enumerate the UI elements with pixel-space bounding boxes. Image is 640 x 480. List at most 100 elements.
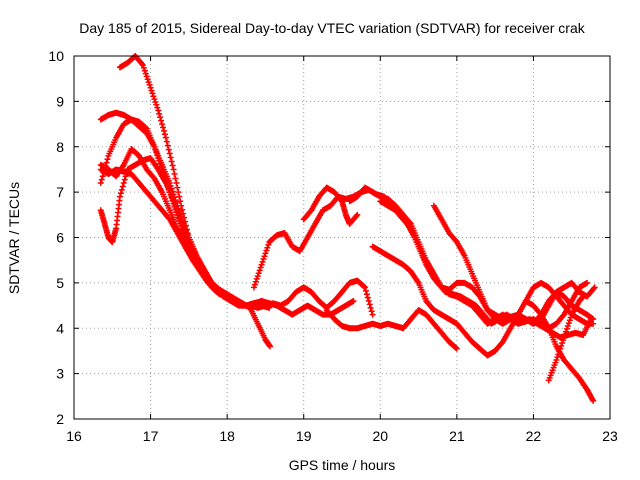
data-point [345,304,347,307]
data-point [107,236,110,239]
data-point [387,198,389,200]
data-point [479,314,481,316]
data-point [333,300,335,302]
data-point [257,323,259,325]
data-point [318,196,320,198]
data-point [111,241,113,243]
data-point [195,255,198,257]
data-point [387,205,389,207]
data-point [261,304,263,307]
data-point [333,191,335,193]
data-point [291,245,293,248]
data-point [310,291,312,293]
data-point [100,118,102,121]
data-point [100,182,102,184]
data-point [107,114,110,116]
data-point [395,209,397,211]
data-point [502,323,504,325]
data-point [203,268,205,270]
data-point [532,304,535,307]
data-point [146,128,148,130]
data-point [571,304,573,307]
data-point [130,173,133,175]
data-point [115,227,117,230]
data-point [138,182,140,184]
data-point [509,318,512,320]
data-point [123,114,125,116]
data-point [345,214,347,216]
data-point [456,348,458,350]
x-axis-label: GPS time / hours [289,457,396,473]
data-point [395,205,397,207]
data-point [161,209,163,211]
x-tick-label: 16 [66,428,82,444]
data-point [104,223,106,225]
data-point [471,341,473,343]
data-point [395,325,397,327]
data-point [115,175,117,177]
data-point [364,186,366,189]
series-track-8 [300,184,361,227]
data-point [502,314,504,316]
plot-frame [73,55,611,420]
data-point [555,295,558,298]
data-point [241,304,244,307]
data-point [188,241,190,243]
chart-grid [74,56,610,419]
data-point [417,282,420,284]
data-point [532,323,535,325]
data-point [333,318,335,320]
data-point [571,314,573,316]
series-track-6 [97,155,246,309]
data-point [329,205,332,207]
y-tick-label: 3 [56,366,64,382]
y-tick-label: 10 [48,48,64,64]
data-point [306,236,309,239]
series-markers [97,155,246,309]
data-point [107,155,110,157]
data-point [269,345,271,347]
data-point [172,200,175,202]
data-point [578,318,580,320]
data-point [594,286,596,289]
data-point [410,270,412,273]
data-point [402,214,404,216]
data-point [463,332,466,334]
data-point [578,309,580,311]
data-point [161,191,163,193]
x-tick-label: 22 [526,428,542,444]
data-point [130,118,133,121]
data-point [494,318,496,320]
data-point [417,309,420,311]
data-point [115,112,117,114]
data-point [379,325,381,327]
x-tick-label: 23 [602,428,618,444]
data-point [448,341,450,343]
data-point [149,157,152,159]
data-point [471,286,473,289]
y-tick-label: 6 [56,230,64,246]
data-point [314,309,316,311]
data-point [532,286,535,289]
data-point [352,300,355,302]
data-point [448,318,450,320]
data-point [555,323,558,325]
data-point [486,309,489,311]
data-point [261,300,263,302]
data-point [123,171,125,173]
data-point [517,314,519,316]
data-point [440,332,443,334]
data-point [303,218,305,220]
data-point [356,327,358,329]
data-point [479,291,481,293]
data-point [379,200,381,202]
data-point [268,307,270,309]
data-point [525,300,527,302]
data-point [592,400,594,402]
data-point [337,309,339,311]
data-point [180,223,182,225]
data-point [142,64,144,66]
data-point [517,323,519,325]
data-point [433,309,435,311]
data-point [169,218,171,220]
